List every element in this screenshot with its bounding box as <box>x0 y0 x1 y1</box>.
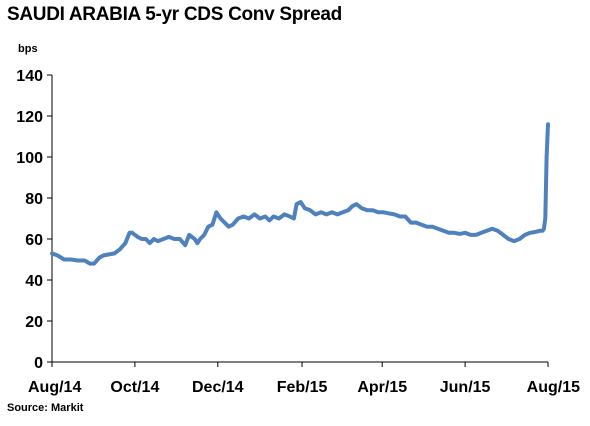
x-tick-label: Dec/14 <box>192 379 244 396</box>
y-tick-label: 80 <box>25 191 43 208</box>
x-tick-label: Feb/15 <box>277 379 328 396</box>
y-axis-ticks: 0 20 40 60 80 100 120 140 <box>16 68 52 372</box>
y-tick-label: 20 <box>25 314 43 331</box>
x-tick-label: Apr/15 <box>357 379 407 396</box>
x-axis-ticks: Aug/14 Oct/14 Dec/14 Feb/15 Apr/15 Jun/15 Aug/… <box>28 362 580 396</box>
y-tick-label: 140 <box>16 68 43 85</box>
source-note: Source: Markit <box>7 402 84 414</box>
x-tick-label: Aug/14 <box>28 379 81 396</box>
x-tick-label: Oct/14 <box>110 379 159 396</box>
chart-axes: bps 0 20 40 60 80 100 120 140 Aug/14 Oct/14 Dec/1… <box>16 43 580 396</box>
x-tick-label: Jun/15 <box>440 379 491 396</box>
y-tick-label: 120 <box>16 109 43 126</box>
chart-title: SAUDI ARABIA 5-yr CDS Conv Spread <box>7 4 342 25</box>
series-line <box>50 122 550 266</box>
y-tick-label: 100 <box>16 150 43 167</box>
y-axis-unit-label: bps <box>18 43 38 55</box>
y-tick-label: 40 <box>25 273 43 290</box>
y-tick-label: 60 <box>25 232 43 249</box>
x-tick-label: Aug/15 <box>527 379 580 396</box>
y-tick-label: 0 <box>34 355 43 372</box>
